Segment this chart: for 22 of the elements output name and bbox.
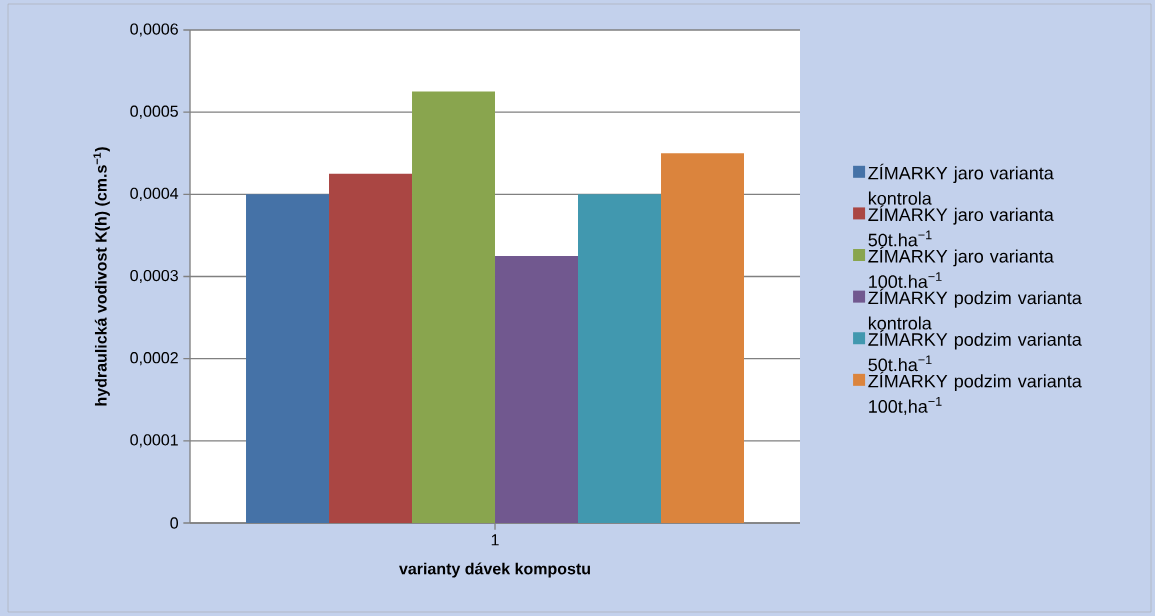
bar xyxy=(578,194,662,523)
y-axis-title: hydraulická vodivost K(h) (cm.s$^{−1}$) xyxy=(93,147,110,406)
legend-label: ZÍMARKY podzim varianta 50t.ha$^{−1}$ xyxy=(868,330,1082,372)
bar xyxy=(661,153,745,523)
bar xyxy=(246,194,330,523)
y-tick-label: 0,0005 xyxy=(130,105,178,119)
bar xyxy=(495,255,579,523)
y-tick-label: 0,0002 xyxy=(130,352,178,366)
x-tick-label: 1 xyxy=(491,534,499,546)
bar xyxy=(329,173,413,523)
x-axis-title: varianty dávek kompostu xyxy=(399,562,590,578)
bar xyxy=(412,91,496,523)
legend-label: ZÍMARKY podzim varianta 100t,ha$^{−1}$ xyxy=(868,371,1082,415)
y-tick-label: 0,0004 xyxy=(130,187,179,201)
y-tick-label: 0,0003 xyxy=(130,269,178,284)
legend-label: ZÍMARKY podzim varianta kontrola xyxy=(868,288,1082,330)
y-tick-label: 0,0006 xyxy=(130,23,178,37)
legend-label: ZÍMARKY jaro varianta kontrola xyxy=(868,163,1054,205)
legend-label: ZÍMARKY jaro varianta 50t.ha$^{−1}$ xyxy=(868,205,1054,247)
y-tick-label: 0 xyxy=(170,517,179,529)
y-tick-label: 0,0001 xyxy=(130,434,178,448)
legend-label: ZÍMARKY jaro varianta 100t.ha$^{−1}$ xyxy=(868,246,1054,288)
